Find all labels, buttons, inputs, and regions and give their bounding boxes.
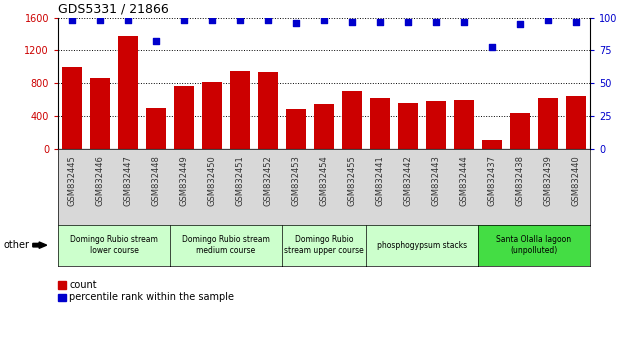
Point [487,44,497,49]
Bar [62,67,82,149]
Text: GSM832448: GSM832448 [151,155,160,206]
Point [319,17,329,23]
Text: GDS5331 / 21866: GDS5331 / 21866 [58,2,169,15]
Text: GSM832451: GSM832451 [235,155,245,206]
Text: Santa Olalla lagoon
(unpolluted): Santa Olalla lagoon (unpolluted) [497,235,572,255]
Bar [174,86,194,149]
Text: GSM832439: GSM832439 [543,155,553,206]
Text: GSM832438: GSM832438 [516,155,524,206]
Text: Domingo Rubio stream
medium course: Domingo Rubio stream medium course [182,235,270,255]
Text: GSM832454: GSM832454 [319,155,329,206]
Point [95,17,105,23]
Point [67,17,77,23]
Text: GSM832449: GSM832449 [180,155,189,206]
Point [263,17,273,23]
Text: Domingo Rubio
stream upper course: Domingo Rubio stream upper course [284,235,364,255]
Bar [342,91,362,149]
Point [571,19,581,24]
Point [403,19,413,24]
Point [459,19,469,24]
Point [179,17,189,23]
Bar [118,36,138,149]
Text: GSM832455: GSM832455 [348,155,357,206]
Bar [314,104,334,149]
Point [515,21,525,27]
Text: GSM832442: GSM832442 [403,155,413,206]
Text: count: count [69,280,97,290]
Text: GSM832447: GSM832447 [124,155,133,206]
Text: GSM832444: GSM832444 [459,155,468,206]
Text: GSM832453: GSM832453 [292,155,300,206]
Point [207,17,217,23]
Bar [230,71,250,149]
Bar [258,72,278,149]
Text: Domingo Rubio stream
lower course: Domingo Rubio stream lower course [70,235,158,255]
Text: GSM832452: GSM832452 [264,155,273,206]
Point [347,19,357,24]
Bar [426,101,446,149]
Text: GSM832446: GSM832446 [95,155,105,206]
Text: phosphogypsum stacks: phosphogypsum stacks [377,241,467,250]
Text: GSM832445: GSM832445 [68,155,76,206]
Text: GSM832437: GSM832437 [488,155,497,206]
Bar [510,114,530,149]
Point [291,20,301,26]
Bar [146,108,166,149]
Bar [566,96,586,149]
Point [235,17,245,23]
Bar [202,81,222,149]
Point [543,17,553,23]
Text: percentile rank within the sample: percentile rank within the sample [69,292,234,302]
Text: other: other [3,240,29,250]
Bar [286,109,306,149]
Text: GSM832440: GSM832440 [572,155,581,206]
Bar [538,98,558,149]
Bar [398,103,418,149]
Text: GSM832443: GSM832443 [432,155,440,206]
Point [123,17,133,23]
Text: GSM832441: GSM832441 [375,155,384,206]
Point [431,19,441,24]
Bar [482,140,502,149]
Bar [90,78,110,149]
Text: GSM832450: GSM832450 [208,155,216,206]
Bar [370,98,390,149]
Point [375,19,385,24]
Bar [454,101,474,149]
Point [151,39,161,44]
